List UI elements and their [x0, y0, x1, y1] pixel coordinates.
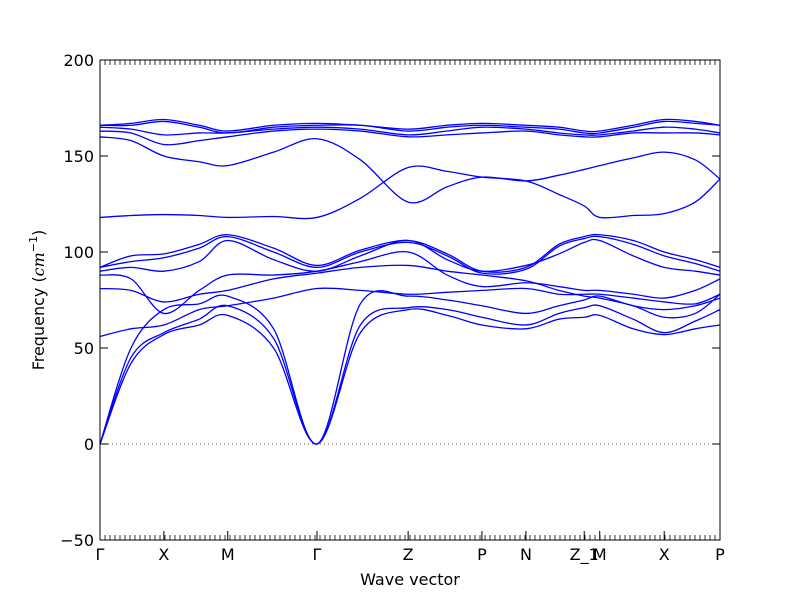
x-tick-label: X [659, 545, 670, 564]
x-tick-label: Z [403, 545, 414, 564]
phonon-branch-9 [99, 233, 721, 273]
labels-layer: Wave vector Frequency (cm−1) [27, 230, 460, 589]
x-tick-label: P [715, 545, 725, 564]
phonon-branch-15 [99, 118, 721, 133]
phonon-branch-11 [99, 136, 721, 204]
phonon-branch-7 [99, 238, 721, 276]
phonon-branch-2 [99, 304, 721, 445]
x-tick-label: Γ [313, 545, 322, 564]
y-axis-label: Frequency (cm−1) [27, 230, 48, 371]
y-axis-label-exponent: −1 [27, 236, 40, 252]
phonon-branch-14 [99, 120, 721, 135]
y-axis-label-unit: cm [29, 252, 48, 276]
phonon-branch-8 [99, 235, 721, 275]
x-tick-label: N [520, 545, 532, 564]
series-layer [99, 118, 721, 445]
y-tick-label: 100 [63, 243, 94, 262]
y-axis-label-suffix: ) [29, 230, 48, 236]
y-tick-label: −50 [60, 531, 94, 550]
phonon-branch-12 [99, 128, 721, 146]
x-tick-label: Γ [96, 545, 105, 564]
y-tick-label: 200 [63, 51, 94, 70]
x-tick-label: M [221, 545, 235, 564]
phonon-branch-1 [99, 308, 721, 445]
x-axis-label: Wave vector [360, 570, 460, 589]
y-tick-label: 150 [63, 147, 94, 166]
phonon-branch-4 [99, 287, 721, 338]
phonon-branch-10 [99, 165, 721, 220]
phonon-branch-6 [99, 250, 721, 315]
y-tick-label: 0 [84, 435, 94, 454]
phonon-branch-5 [99, 264, 721, 319]
x-tick-label: M [593, 545, 607, 564]
x-tick-label: P [477, 545, 487, 564]
y-axis-label-prefix: Frequency ( [29, 276, 48, 370]
x-tick-label: X [158, 545, 169, 564]
y-tick-label: 50 [74, 339, 94, 358]
phonon-branch-13 [99, 126, 721, 136]
x-tick-label: Z_1 [570, 545, 599, 565]
